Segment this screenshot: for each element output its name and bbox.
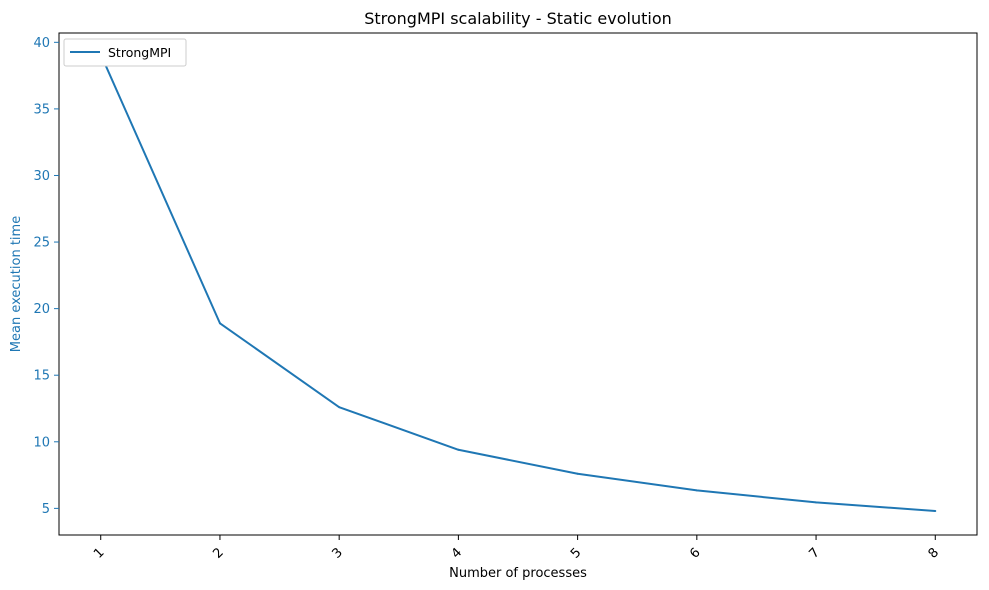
- x-tick-label: 3: [330, 545, 346, 561]
- y-tick-label: 40: [33, 36, 50, 51]
- x-tick-label: 7: [806, 545, 822, 561]
- x-axis-label: Number of processes: [449, 566, 587, 581]
- x-tick-label: 2: [210, 545, 226, 561]
- legend-box: [63, 38, 187, 67]
- data-point: [338, 406, 341, 409]
- data-point: [576, 472, 579, 475]
- y-tick-label: 15: [33, 369, 50, 384]
- data-point: [815, 501, 818, 504]
- legend: StrongMPI: [63, 38, 187, 67]
- y-tick-label: 20: [33, 302, 50, 317]
- data-point: [218, 322, 221, 325]
- x-tick-label: 1: [91, 545, 107, 561]
- series-line-0: [99, 53, 936, 513]
- plot-area: [58, 32, 978, 536]
- chart-title: StrongMPI scalability - Static evolution: [364, 9, 672, 28]
- y-tick-label: 25: [33, 236, 50, 251]
- y-tick-label: 10: [33, 435, 50, 450]
- x-tick-label: 5: [568, 545, 584, 561]
- y-tick-label: 35: [33, 102, 50, 117]
- y-tick-label: 30: [33, 169, 50, 184]
- x-tick-label: 4: [449, 545, 465, 561]
- y-axis-label: Mean execution time: [9, 216, 24, 352]
- x-tick-label: 8: [926, 545, 942, 561]
- legend-label: StrongMPI: [108, 45, 171, 60]
- data-point: [457, 448, 460, 451]
- series-layer: [99, 53, 937, 513]
- x-tick-label: 6: [687, 545, 703, 561]
- y-tick-label: 5: [42, 502, 50, 517]
- y-axis: 5 10 15 20 25 30 35 40: [33, 36, 59, 517]
- x-axis: 1 2 3 4 5 6 7 8: [91, 535, 942, 562]
- data-point: [934, 510, 937, 513]
- data-point: [695, 489, 698, 492]
